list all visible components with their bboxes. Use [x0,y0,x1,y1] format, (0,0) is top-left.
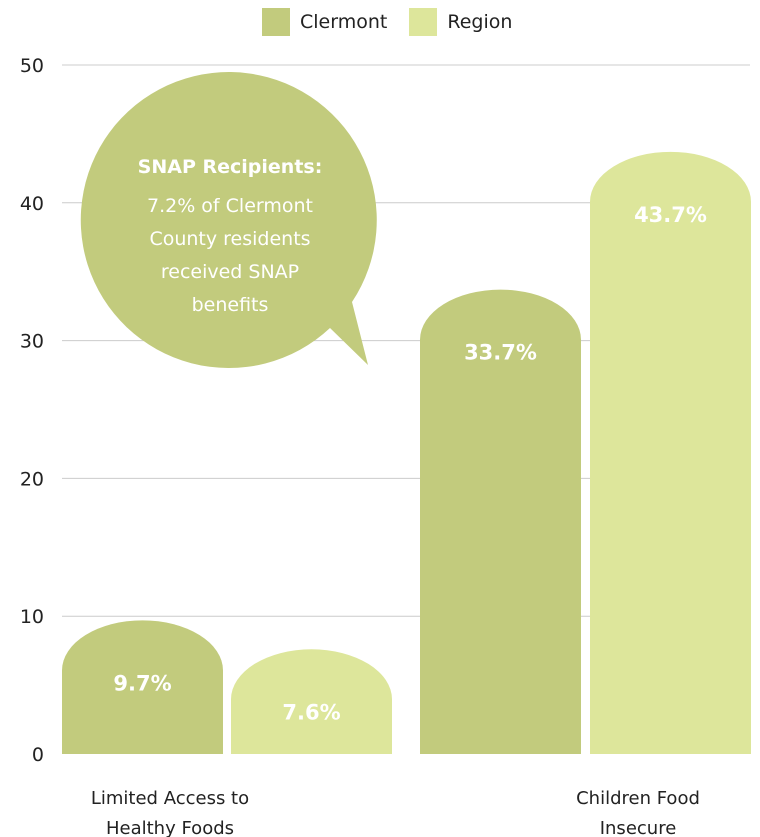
callout-line: benefits [192,294,269,316]
legend-label-clermont: Clermont [300,11,388,33]
y-tick-label: 40 [20,193,44,215]
data-label-region: 7.6% [282,700,340,724]
legend-label-region: Region [447,11,513,33]
legend-swatch-region [409,8,438,36]
callout-line: 7.2% of Clermont [147,195,313,217]
y-tick-label: 50 [20,55,44,77]
x-tick-label: Children Food [576,788,700,809]
callout-line: received SNAP [161,261,299,283]
callout-bubble [80,72,377,369]
y-tick-label: 10 [20,606,44,628]
legend: Clermont Region [262,8,534,36]
y-tick-label: 30 [20,331,44,353]
y-axis: 0 10 20 30 40 50 [20,55,44,766]
y-tick-label: 0 [32,744,44,766]
data-label-region: 43.7% [634,203,707,227]
x-axis: Limited Access to Healthy Foods Children F… [91,788,700,837]
data-label-clermont: 33.7% [464,341,537,365]
callout-title: SNAP Recipients: [138,156,323,178]
bar-clermont [62,620,223,754]
legend-item-clermont: Clermont [262,8,387,36]
snap-callout: SNAP Recipients: 7.2% of Clermont County… [80,72,377,369]
x-tick-label: Insecure [600,818,677,837]
data-label-clermont: 9.7% [113,671,171,695]
legend-swatch-clermont [262,8,290,36]
bar-clermont [420,289,581,754]
legend-item-region: Region [409,8,512,36]
x-tick-label: Limited Access to [91,788,249,809]
y-tick-label: 20 [20,468,44,490]
bars: 9.7% 7.6% 33.7% 43.7% [62,151,751,755]
bar-region [590,151,751,755]
x-tick-label: Healthy Foods [106,818,234,837]
bar-region [231,649,392,754]
callout-line: County residents [149,228,310,250]
